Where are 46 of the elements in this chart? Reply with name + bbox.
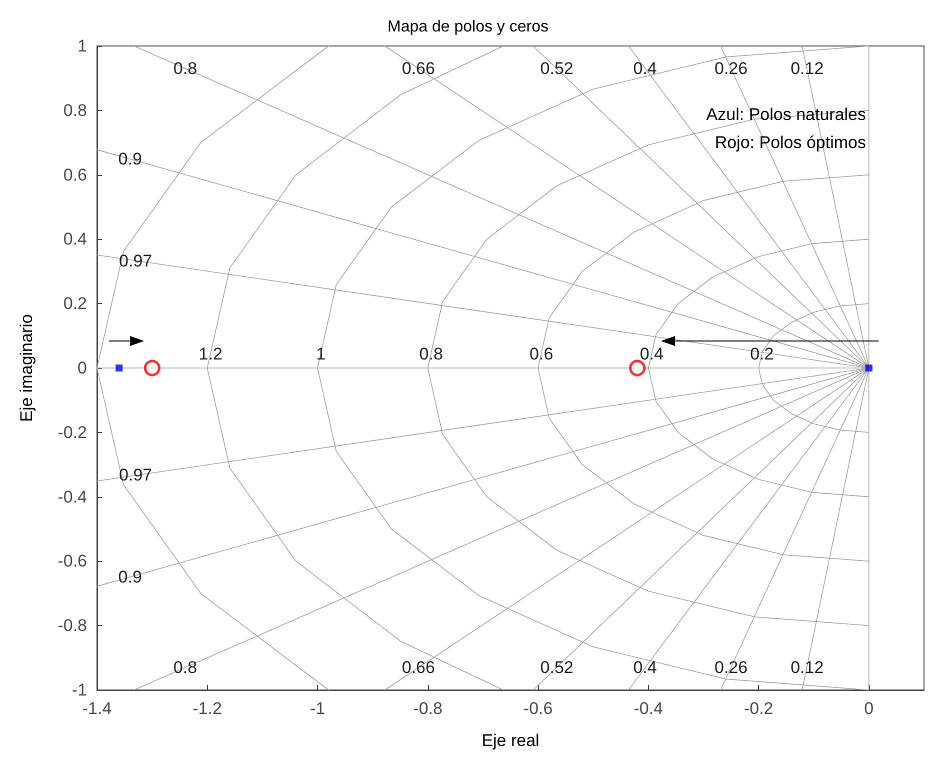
annotation: 0.9 [118, 567, 142, 586]
annotation: 0.66 [402, 658, 435, 677]
y-tick-label: 0.8 [63, 100, 87, 120]
y-tick-label: -0.2 [58, 422, 87, 442]
x-tick-label: -0.2 [744, 699, 774, 718]
y-tick-label: -0.8 [58, 616, 87, 636]
x-tick-label: 0 [864, 699, 874, 718]
annotation: 0.12 [790, 59, 824, 78]
annotation: 0.12 [790, 658, 824, 677]
y-tick-label: 1 [78, 36, 87, 56]
annotation: 0.97 [119, 466, 152, 485]
x-tick-label: -0.4 [634, 699, 663, 718]
annotation: 0.8 [419, 344, 443, 364]
annotation: 0.8 [173, 59, 198, 78]
y-axis-title: Eje imaginario [17, 314, 36, 422]
annotation: 0.97 [119, 251, 152, 270]
x-axis-title: Eje real [482, 731, 540, 750]
annotation: 0.4 [640, 344, 664, 364]
y-tick-label: 0 [78, 358, 87, 378]
x-tick-label: -1.2 [192, 699, 222, 718]
y-tick-label: -1 [72, 680, 87, 700]
annotation: Azul: Polos naturales [706, 105, 866, 124]
y-tick-label: -0.6 [58, 552, 87, 571]
annotation: 1 [316, 344, 326, 364]
annotation: 0.52 [540, 658, 574, 677]
annotation: 0.4 [633, 59, 657, 78]
annotation: 0.8 [173, 658, 198, 677]
x-tick-label: -0.6 [523, 699, 553, 718]
annotation: 0.4 [633, 658, 657, 677]
annotation: 0.26 [714, 658, 748, 677]
y-tick-label: 0.4 [63, 230, 87, 249]
x-tick-label: -0.8 [413, 699, 442, 718]
annotation: 0.66 [402, 59, 435, 78]
annotation: 0.26 [714, 59, 748, 78]
x-tick-label: -1.4 [82, 699, 112, 718]
y-tick-label: 0.6 [63, 165, 87, 184]
y-tick-label: 0.2 [63, 294, 87, 314]
annotation: 0.2 [750, 344, 774, 364]
annotation: 1.2 [198, 344, 222, 364]
chart-title: Mapa de polos y ceros [388, 18, 548, 36]
y-tick-label: -0.4 [58, 487, 87, 506]
annotation: 0.9 [118, 150, 142, 169]
annotation: Rojo: Polos óptimos [714, 133, 866, 152]
x-tick-label: -1 [310, 699, 326, 718]
annotation: 0.52 [540, 59, 574, 78]
annotation: 0.6 [530, 344, 554, 364]
